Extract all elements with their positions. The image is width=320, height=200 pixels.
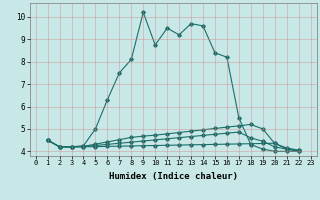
X-axis label: Humidex (Indice chaleur): Humidex (Indice chaleur) — [108, 172, 238, 181]
